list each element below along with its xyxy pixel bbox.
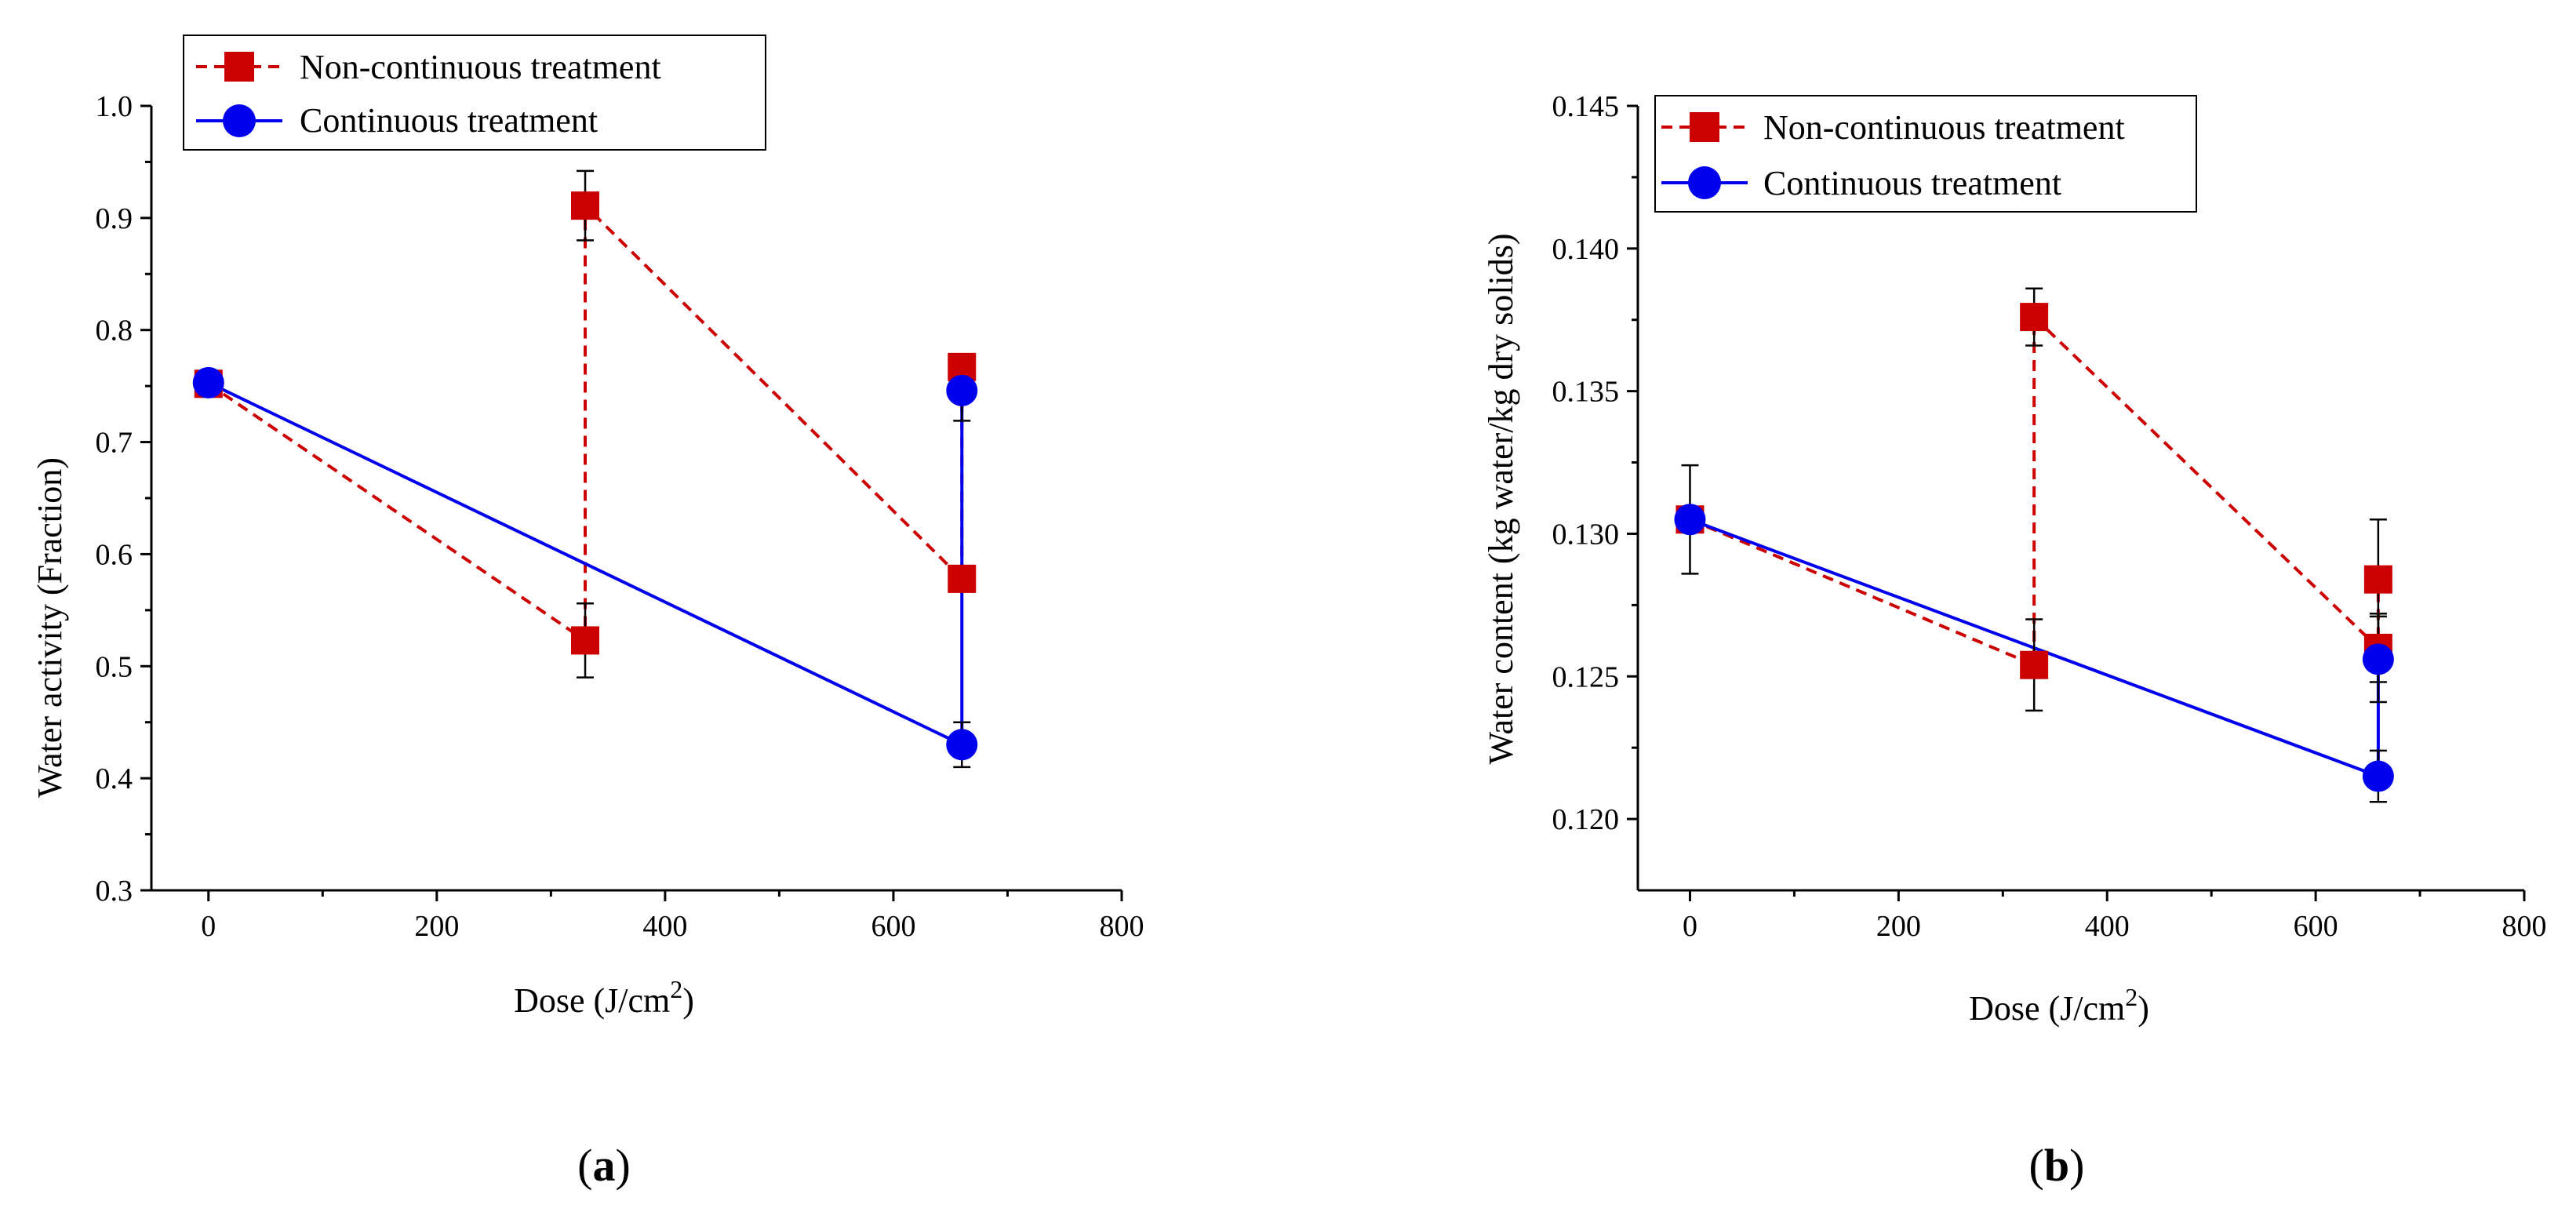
chart-a-series-line-0 xyxy=(207,202,964,644)
chart-a-legend-marker-noncontinuous xyxy=(224,52,254,82)
chart-a-legend-marker-continuous xyxy=(223,104,256,137)
chart-b-x-tick-label: 600 xyxy=(2294,910,2338,943)
chart-b-point-continuous xyxy=(2362,760,2394,792)
chart-a-x-tick-label: 800 xyxy=(1100,910,1144,943)
chart-a-x-tick-label: 600 xyxy=(871,910,915,943)
chart-b-x-tick-label: 0 xyxy=(1683,910,1697,943)
chart-b-point-noncontinuous xyxy=(2020,303,2049,332)
chart-a-legend-label-continuous: Continuous treatment xyxy=(300,101,598,140)
chart-b-series-line-0 xyxy=(1689,313,2380,668)
chart-a-y-tick-label: 1.0 xyxy=(96,90,133,123)
chart-a-point-continuous xyxy=(946,729,978,761)
chart-a-point-noncontinuous xyxy=(571,626,600,655)
chart-b-y-tick-label: 0.145 xyxy=(1552,90,1620,123)
chart-a-y-tick-label: 0.7 xyxy=(96,427,133,460)
chart-b-x-axis-title: Dose (J/cm2) xyxy=(1969,983,2149,1028)
chart-b-legend-marker-noncontinuous xyxy=(1690,112,1719,142)
chart-a-y-tick-label: 0.4 xyxy=(96,762,133,795)
chart-b-point-continuous xyxy=(1674,504,1706,536)
chart-a-y-tick-label: 0.6 xyxy=(96,538,133,571)
chart-b-y-tick-label: 0.140 xyxy=(1552,233,1620,266)
chart-a-x-tick-label: 0 xyxy=(201,910,216,943)
chart-a-x-tick-label: 400 xyxy=(642,910,687,943)
chart-panel-b: 0 200 400 600 800 0.120 0.125 0.130 0.135 0.140 0.… xyxy=(1482,90,2547,1191)
chart-b-point-continuous xyxy=(2362,643,2394,675)
chart-a-point-continuous xyxy=(946,374,978,406)
chart-b-marks: 0 200 400 600 800 0.120 0.125 0.130 0.135 0.140 0.… xyxy=(1552,90,2547,943)
chart-panel-a: 0 200 400 600 800 0.3 0.4 0.5 0.6 0.7 0.8 0.9 1.0 No… xyxy=(31,35,1144,1191)
chart-a-y-axis-title: Water activity (Fraction) xyxy=(31,457,69,798)
chart-a-panel-label: (a) xyxy=(577,1140,631,1191)
chart-a-y-tick-label: 0.5 xyxy=(96,650,133,683)
chart-b-y-tick-label: 0.120 xyxy=(1552,803,1620,836)
chart-a-x-tick-label: 200 xyxy=(414,910,459,943)
chart-b-x-tick-label: 400 xyxy=(2085,910,2130,943)
chart-a-point-noncontinuous xyxy=(571,191,600,220)
chart-b-legend-box xyxy=(1654,95,2197,213)
chart-a-y-tick-label: 0.9 xyxy=(96,202,133,235)
chart-b-y-tick-label: 0.135 xyxy=(1552,376,1620,409)
chart-b-legend-marker-continuous xyxy=(1688,166,1721,199)
chart-a-legend-box xyxy=(183,35,766,151)
chart-b-x-tick-label: 200 xyxy=(1876,910,1921,943)
chart-a-y-tick-label: 0.8 xyxy=(96,315,133,348)
chart-a-legend-label-noncontinuous: Non-continuous treatment xyxy=(300,48,661,86)
chart-b-y-tick-label: 0.125 xyxy=(1552,660,1620,693)
chart-a-marks: 0 200 400 600 800 0.3 0.4 0.5 0.6 0.7 0.8 0.9 1.0 xyxy=(96,90,1144,943)
chart-a-y-tick-label: 0.3 xyxy=(96,875,133,908)
chart-b-point-noncontinuous xyxy=(2363,565,2392,594)
chart-b-y-tick-label: 0.130 xyxy=(1552,518,1620,551)
chart-a-point-noncontinuous xyxy=(948,564,977,593)
chart-b-x-tick-label: 800 xyxy=(2502,910,2547,943)
chart-a-legend: Non-continuous treatment Continuous trea… xyxy=(183,35,766,151)
chart-a-point-continuous xyxy=(192,366,224,398)
chart-b-legend: Non-continuous treatment Continuous trea… xyxy=(1654,95,2197,213)
chart-b-point-noncontinuous xyxy=(2020,650,2049,679)
chart-a-x-axis-title: Dose (J/cm2) xyxy=(514,975,694,1020)
chart-b-legend-label-continuous: Continuous treatment xyxy=(1763,164,2061,202)
chart-b-y-axis-title: Water content (kg water/kg dry solids) xyxy=(1482,233,1520,764)
chart-b-panel-label: (b) xyxy=(2029,1140,2085,1191)
chart-b-legend-label-noncontinuous: Non-continuous treatment xyxy=(1763,108,2125,147)
